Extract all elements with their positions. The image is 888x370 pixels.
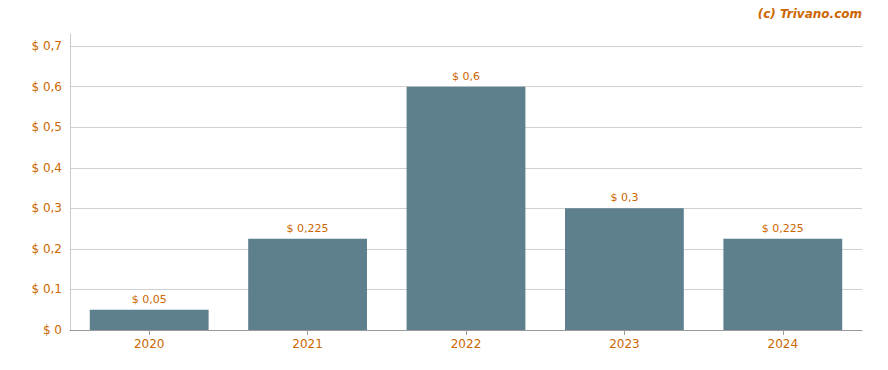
svg-text:$ 0,4: $ 0,4 (31, 161, 62, 175)
svg-text:$ 0,05: $ 0,05 (132, 293, 167, 306)
svg-text:2020: 2020 (134, 337, 165, 351)
svg-text:$ 0,6: $ 0,6 (452, 70, 480, 83)
svg-text:2021: 2021 (292, 337, 323, 351)
svg-text:2022: 2022 (451, 337, 482, 351)
svg-text:$ 0: $ 0 (43, 323, 62, 337)
svg-text:2023: 2023 (609, 337, 640, 351)
svg-text:$ 0,225: $ 0,225 (762, 222, 804, 235)
svg-text:$ 0,225: $ 0,225 (287, 222, 329, 235)
svg-text:(c) Trivano.com: (c) Trivano.com (758, 7, 862, 21)
svg-text:$ 0,2: $ 0,2 (31, 242, 62, 256)
svg-text:$ 0,5: $ 0,5 (31, 120, 62, 134)
svg-text:2024: 2024 (768, 337, 799, 351)
svg-text:$ 0,3: $ 0,3 (31, 201, 62, 215)
svg-text:$ 0,3: $ 0,3 (610, 191, 638, 204)
svg-text:$ 0,7: $ 0,7 (31, 39, 62, 53)
svg-text:$ 0,1: $ 0,1 (31, 282, 62, 296)
svg-text:$ 0,6: $ 0,6 (31, 80, 62, 94)
